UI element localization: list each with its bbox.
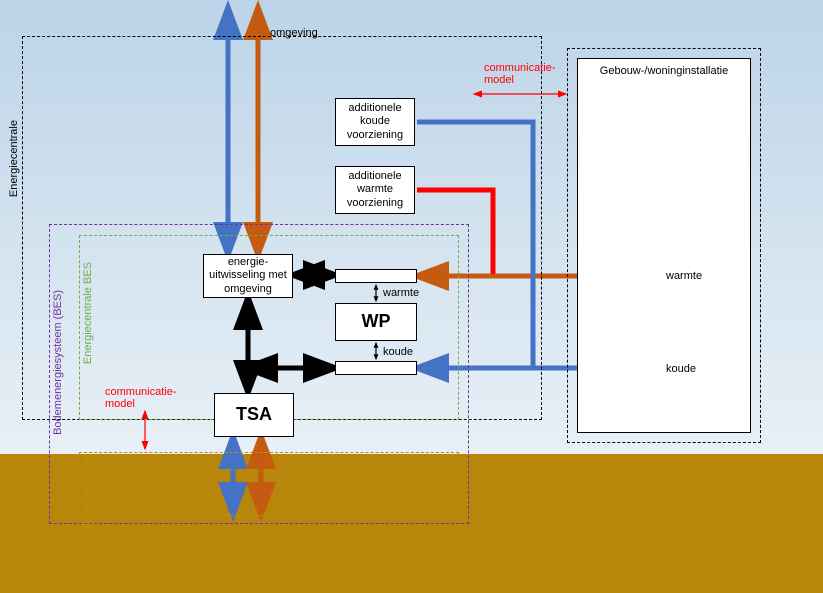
box-add-koude: additionele koude voorziening — [335, 98, 415, 146]
label-omgeving: omgeving — [270, 27, 318, 39]
box-tsa: TSA — [214, 393, 294, 437]
label-warmte-small: warmte — [383, 287, 419, 299]
label-comm-left: communicatie- model — [105, 386, 177, 410]
box-gebouw: Gebouw-/woninginstallatie — [577, 58, 751, 433]
box-tsa-label: TSA — [236, 404, 272, 426]
label-ondergronds: Ondergronds Deel — [82, 455, 92, 529]
label-comm-top: communicatie- model — [484, 62, 556, 86]
box-koude-bar — [335, 361, 417, 375]
box-add-koude-label: additionele koude voorziening — [338, 102, 412, 142]
box-energie-uitw-label: energie- uitwisseling met omgeving — [206, 256, 290, 296]
label-bes: Bodemenergiesysteem (BES) — [52, 290, 64, 435]
box-gebouw-label: Gebouw-/woninginstallatie — [600, 65, 728, 78]
box-warmte-bar — [335, 269, 417, 283]
box-add-warmte-label: additionele warmte voorziening — [338, 170, 412, 210]
box-energie-uitw: energie- uitwisseling met omgeving — [203, 254, 293, 298]
diagram-canvas: Gebouw-/woninginstallatie additionele ko… — [0, 0, 823, 593]
label-energiecentrale: Energiecentrale — [8, 120, 20, 197]
box-add-warmte: additionele warmte voorziening — [335, 166, 415, 214]
label-ec-bes: Energiecentrale BES — [82, 262, 94, 364]
frame-ondergronds — [79, 452, 459, 516]
label-koude-small: koude — [383, 346, 413, 358]
label-koude-right: koude — [666, 363, 696, 375]
box-wp: WP — [335, 303, 417, 341]
label-warmte-right: warmte — [666, 270, 702, 282]
box-wp-label: WP — [362, 311, 391, 333]
